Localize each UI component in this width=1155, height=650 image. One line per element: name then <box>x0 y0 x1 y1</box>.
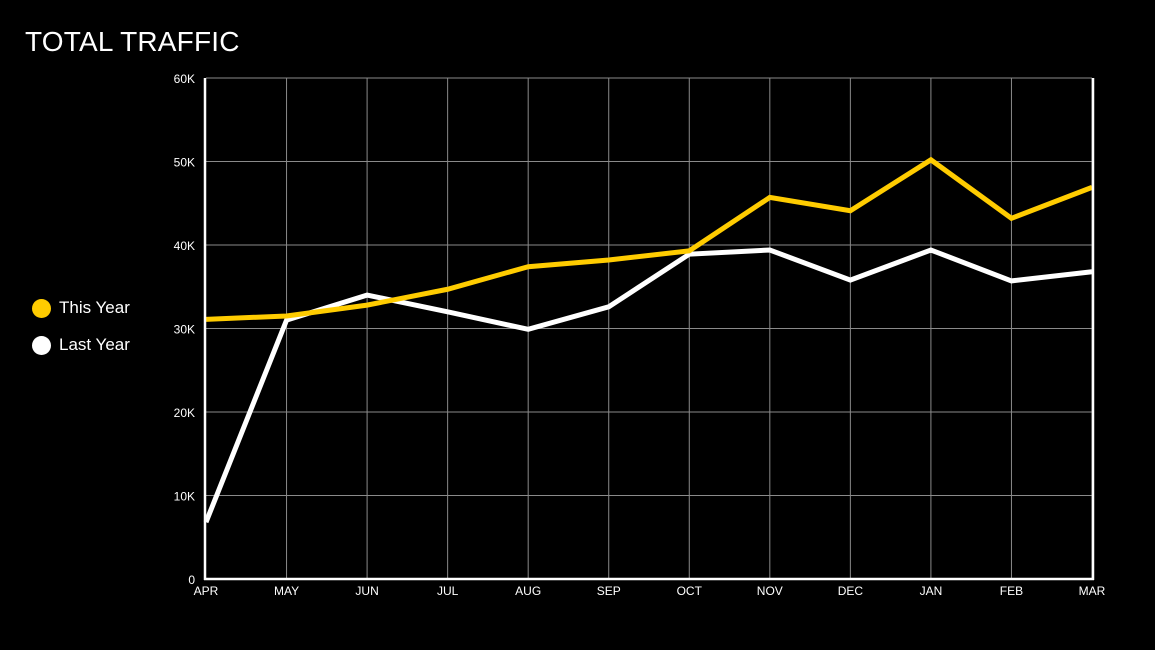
legend: This Year Last Year <box>32 297 130 371</box>
x-tick-label: JAN <box>920 584 943 598</box>
x-tick-label: FEB <box>1000 584 1023 598</box>
x-tick-label: DEC <box>838 584 864 598</box>
series-line-this-year <box>205 156 1093 322</box>
x-axis-ticks: APR MAY JUN JUL AUG SEP OCT NOV DEC JAN FEB MAR <box>194 584 1106 598</box>
legend-label: This Year <box>59 298 130 317</box>
x-tick-label: SEP <box>597 584 621 598</box>
circle-icon <box>32 298 51 318</box>
y-tick-label: 30K <box>174 323 195 337</box>
y-tick-label: 40K <box>174 239 195 253</box>
series-line-last-year <box>203 247 1093 524</box>
y-tick-label: 50K <box>174 156 195 170</box>
legend-item-last-year: Last Year <box>32 334 130 356</box>
grid-lines <box>206 77 1093 579</box>
axes <box>203 78 1095 581</box>
chart-title: TOTAL TRAFFIC <box>25 26 240 57</box>
x-tick-label: MAR <box>1079 584 1106 598</box>
circle-icon <box>32 335 51 355</box>
y-tick-label: 10K <box>174 490 195 504</box>
legend-item-this-year: This Year <box>32 297 130 319</box>
x-tick-label: JUL <box>437 584 459 598</box>
series-lines <box>203 156 1093 524</box>
y-tick-label: 60K <box>174 72 195 86</box>
x-tick-label: MAY <box>274 584 299 598</box>
y-axis-ticks: 0 10K 20K 30K 40K 50K 60K <box>174 72 196 587</box>
x-tick-label: APR <box>194 584 219 598</box>
x-tick-label: JUN <box>355 584 378 598</box>
legend-label: Last Year <box>59 335 130 354</box>
x-tick-label: OCT <box>677 584 703 598</box>
x-tick-label: NOV <box>757 584 783 598</box>
y-tick-label: 0 <box>188 573 195 587</box>
x-tick-label: AUG <box>515 584 541 598</box>
y-tick-label: 20K <box>174 406 195 420</box>
